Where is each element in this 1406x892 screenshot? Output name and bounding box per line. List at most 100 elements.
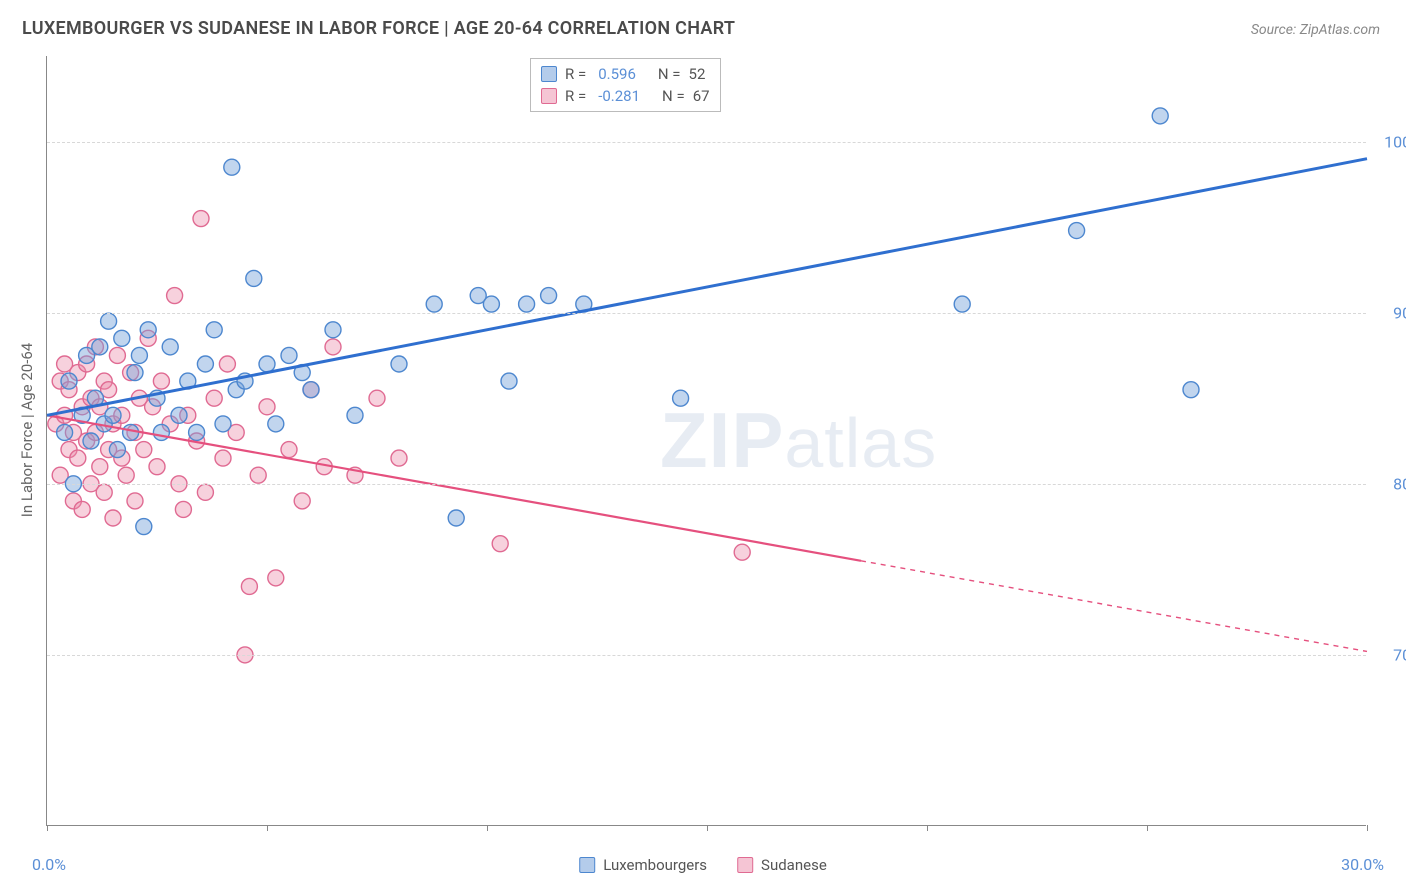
data-point [954,296,970,312]
y-tick-label: 100.0% [1376,132,1406,151]
stats-row-sudanese: R = -0.281 N = 67 [541,85,710,107]
data-point [1183,382,1199,398]
data-point [734,544,750,560]
data-point [347,407,363,423]
n-label: N = [662,87,685,105]
x-tick [1147,825,1148,831]
data-point [492,536,508,552]
x-tick [1367,825,1368,831]
plot-area: 70.0%80.0%90.0%100.0% [46,56,1366,826]
data-point [391,356,407,372]
data-point [114,330,130,346]
data-point [101,313,117,329]
r-value-sud: -0.281 [598,87,640,105]
swatch-pink-icon [541,88,557,104]
data-point [175,501,191,517]
data-point [259,399,275,415]
stats-row-luxembourgers: R = 0.596 N = 52 [541,63,710,85]
data-point [206,390,222,406]
y-tick-label: 70.0% [1376,645,1406,664]
data-point [281,442,297,458]
swatch-blue-icon [579,857,595,873]
data-point [149,459,165,475]
data-point [96,484,112,500]
trend-line [861,561,1367,652]
r-label: R = [565,65,586,83]
data-point [519,296,535,312]
plot-svg [47,56,1366,825]
data-point [259,356,275,372]
trend-line [47,415,861,560]
data-point [83,433,99,449]
gridline [47,655,1366,656]
data-point [105,407,121,423]
data-point [197,484,213,500]
swatch-pink-icon [737,857,753,873]
data-point [1152,108,1168,124]
n-label: N = [658,65,681,83]
data-point [109,347,125,363]
data-point [268,416,284,432]
data-point [391,450,407,466]
source-attribution: Source: ZipAtlas.com [1251,22,1380,38]
data-point [206,322,222,338]
data-point [501,373,517,389]
data-point [131,347,147,363]
data-point [74,501,90,517]
data-point [303,382,319,398]
data-point [105,510,121,526]
data-point [92,339,108,355]
data-point [448,510,464,526]
data-point [426,296,442,312]
y-axis-label: In Labor Force | Age 20-64 [18,343,36,517]
data-point [215,450,231,466]
data-point [70,450,86,466]
legend-item-sudanese: Sudanese [737,856,827,874]
data-point [118,467,134,483]
data-point [123,424,139,440]
swatch-blue-icon [541,66,557,82]
data-point [369,390,385,406]
data-point [294,493,310,509]
data-point [153,424,169,440]
x-tick [267,825,268,831]
data-point [109,442,125,458]
legend-item-luxembourgers: Luxembourgers [579,856,707,874]
data-point [281,347,297,363]
stats-legend: R = 0.596 N = 52 R = -0.281 N = 67 [530,58,721,112]
legend-label: Sudanese [761,856,827,874]
data-point [140,322,156,338]
data-point [483,296,499,312]
trend-line [47,159,1367,416]
data-point [1069,223,1085,239]
data-point [224,159,240,175]
data-point [673,390,689,406]
data-point [197,356,213,372]
n-value-sud: 67 [693,87,710,105]
data-point [541,288,557,304]
data-point [127,493,143,509]
y-tick-label: 90.0% [1376,303,1406,322]
x-tick [927,825,928,831]
gridline [47,313,1366,314]
data-point [136,519,152,535]
n-value-lux: 52 [689,65,706,83]
r-label: R = [565,87,586,105]
x-tick [707,825,708,831]
data-point [219,356,235,372]
data-point [92,459,108,475]
data-point [325,339,341,355]
x-tick-label: 30.0% [1341,855,1384,874]
gridline [47,484,1366,485]
chart-container: LUXEMBOURGER VS SUDANESE IN LABOR FORCE … [0,0,1406,892]
data-point [171,407,187,423]
series-legend: Luxembourgers Sudanese [579,856,827,874]
data-point [153,373,169,389]
x-tick [487,825,488,831]
data-point [127,365,143,381]
data-point [136,442,152,458]
data-point [167,288,183,304]
data-point [215,416,231,432]
x-tick-label: 0.0% [32,855,66,874]
r-value-lux: 0.596 [598,65,636,83]
